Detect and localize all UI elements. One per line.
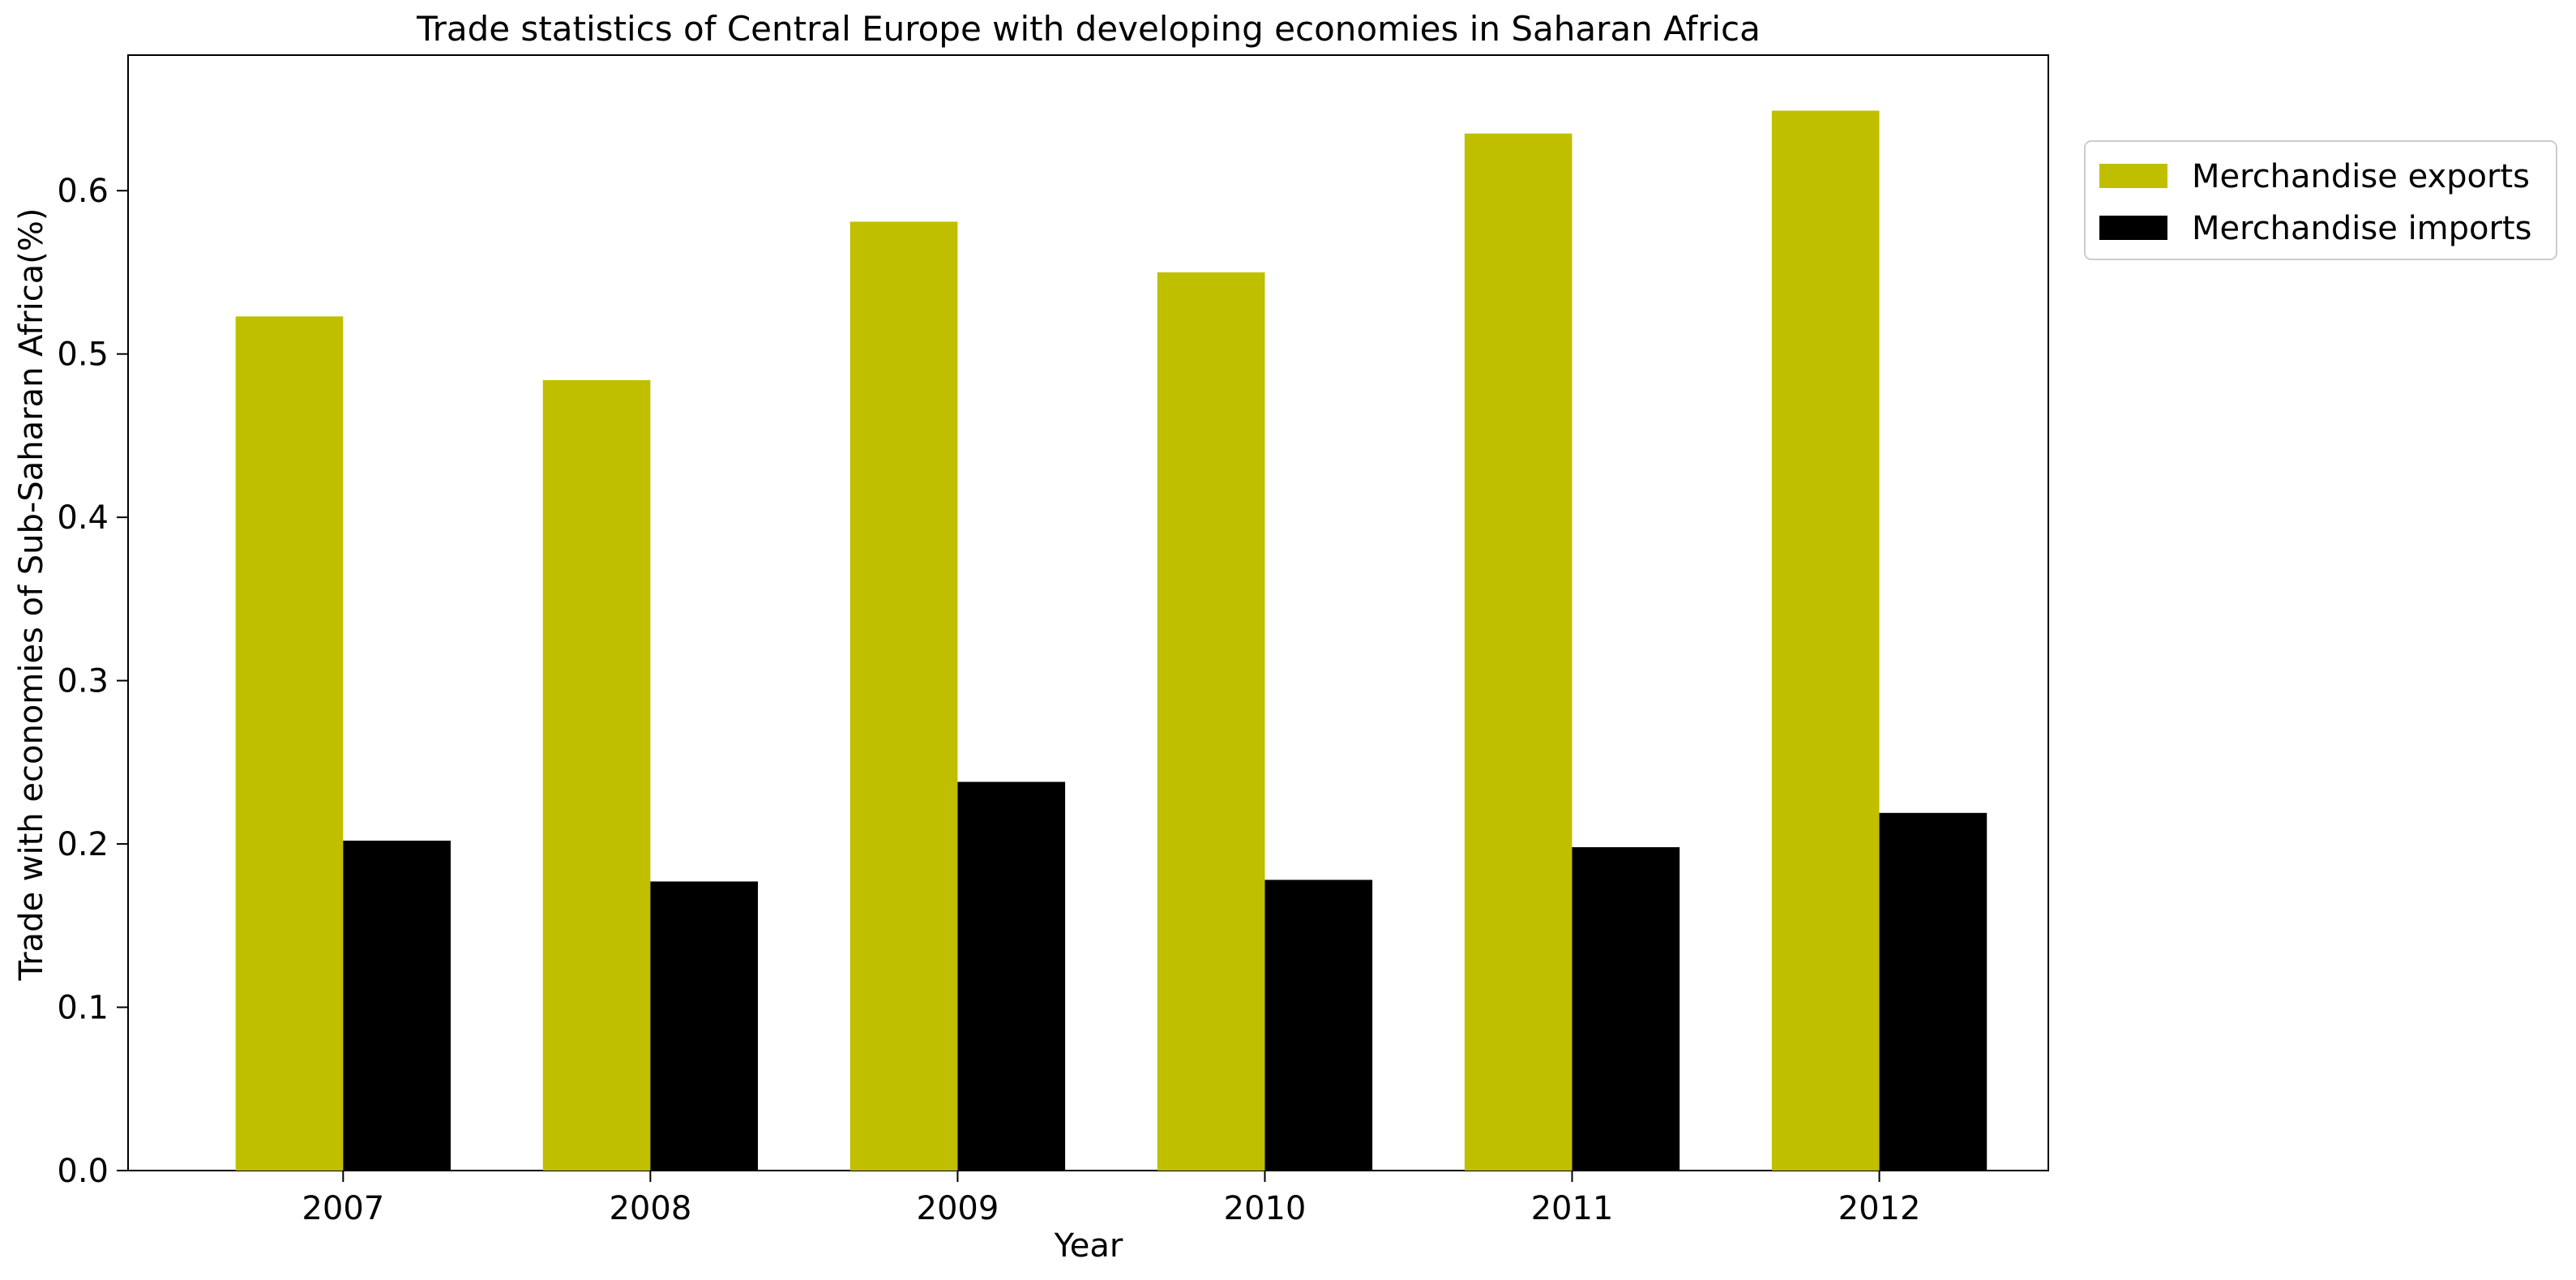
plot-frame (127, 54, 2049, 1171)
y-tick-label: 0.0 (57, 1153, 109, 1190)
y-axis: 0.0 0.1 0.2 0.3 0.4 0.5 0.6 (57, 173, 128, 1190)
y-tick-label: 0.5 (57, 336, 109, 374)
bar-exports-2012 (1771, 110, 1880, 1171)
legend: Merchandise exports Merchandise imports (2084, 140, 2557, 260)
bar-exports-2010 (1157, 272, 1265, 1171)
bar-imports-2007 (343, 841, 451, 1171)
x-tick-label: 2007 (302, 1190, 384, 1227)
bar-imports-2010 (1264, 880, 1373, 1171)
bar-imports-2008 (650, 881, 759, 1171)
bars (235, 110, 1988, 1171)
bar-exports-2007 (235, 316, 344, 1171)
bar-exports-2009 (849, 221, 958, 1171)
legend-label-exports: Merchandise exports (2192, 158, 2530, 195)
y-tick-label: 0.6 (57, 173, 109, 210)
y-tick-label: 0.1 (57, 990, 109, 1027)
legend-swatch-imports (2099, 216, 2167, 240)
legend-box (2084, 140, 2557, 260)
x-axis-label: Year (1054, 1227, 1123, 1265)
bar-exports-2008 (542, 379, 651, 1171)
x-tick-label: 2012 (1838, 1190, 1921, 1227)
x-tick-label: 2010 (1224, 1190, 1307, 1227)
x-axis: 2007 2008 2009 2010 2011 2012 (302, 1171, 1920, 1227)
bar-imports-2011 (1572, 847, 1680, 1171)
y-axis-label: Trade with economies of Sub-Saharan Afri… (13, 208, 50, 982)
bar-exports-2011 (1464, 133, 1573, 1171)
y-tick-label: 0.2 (57, 826, 109, 863)
plot-area (127, 54, 2049, 1171)
x-tick-label: 2008 (609, 1190, 691, 1227)
x-tick-label: 2011 (1531, 1190, 1614, 1227)
legend-swatch-exports (2099, 164, 2167, 188)
legend-label-imports: Merchandise imports (2192, 210, 2531, 247)
y-tick-label: 0.4 (57, 499, 109, 537)
x-tick-label: 2009 (917, 1190, 999, 1227)
chart-title: Trade statistics of Central Europe with … (416, 9, 1761, 49)
bar-imports-2012 (1879, 812, 1988, 1171)
bar-imports-2009 (957, 781, 1066, 1171)
y-tick-label: 0.3 (57, 663, 109, 700)
